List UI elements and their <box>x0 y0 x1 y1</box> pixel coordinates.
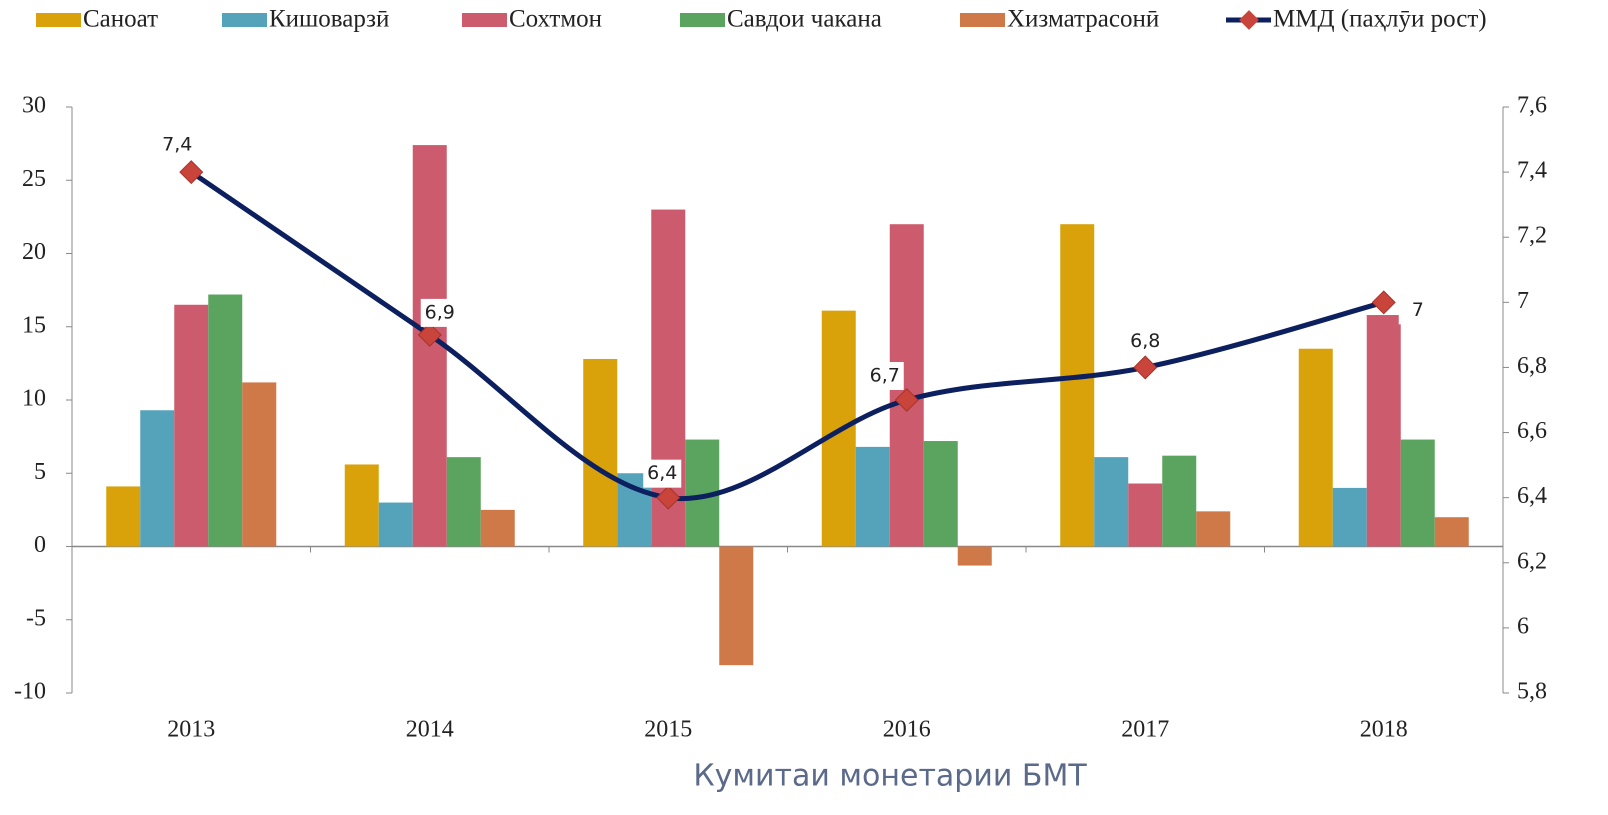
legend-label: ММД (паҳлӯи рост) <box>1273 6 1487 33</box>
bar <box>1298 348 1333 547</box>
source: Кумитаи монетарии БМТ <box>693 759 1087 794</box>
y-tick-label: 30 <box>22 93 46 119</box>
legend-swatch <box>680 13 725 27</box>
value-label-bg <box>865 362 904 390</box>
y-tick-label: 25 <box>22 166 46 192</box>
y2-tick-label: 6,2 <box>1517 548 1547 574</box>
x-tick-label: 2017 <box>1121 717 1169 743</box>
marker <box>656 485 681 510</box>
bar <box>446 457 481 547</box>
legend-swatch <box>36 13 81 27</box>
y-tick-label: 0 <box>34 532 46 558</box>
value-label: 6,9 <box>425 301 455 323</box>
y-tick-label: 5 <box>34 459 46 485</box>
value-label: 6,4 <box>647 462 677 484</box>
bar <box>1094 457 1129 547</box>
value-label-bg <box>420 298 459 327</box>
bar <box>378 502 413 547</box>
marker <box>894 387 919 413</box>
marker <box>1371 290 1396 315</box>
bar <box>1434 517 1469 547</box>
legend-swatch <box>960 13 1005 27</box>
marker <box>1133 355 1158 380</box>
line <box>189 170 1385 502</box>
bar <box>1332 487 1367 547</box>
bar <box>344 464 379 547</box>
y2-tick-label: 6 <box>1517 613 1529 639</box>
bar <box>1196 511 1231 547</box>
legend-label: Савдои чакана <box>727 6 882 33</box>
y-tick-label: 10 <box>22 386 46 412</box>
legend-label: Хизматрасонӣ <box>1007 6 1159 33</box>
y2-tick-label: 7,2 <box>1517 223 1547 249</box>
legend-swatch <box>462 13 507 27</box>
legend-label: Саноат <box>83 6 158 33</box>
x-tick-label: 2018 <box>1360 717 1408 743</box>
y-tick-label: -10 <box>14 679 46 705</box>
legend-swatch <box>222 13 267 27</box>
bar <box>923 441 958 547</box>
y2-tick-label: 7,6 <box>1517 93 1547 119</box>
y2-tick-label: 6,8 <box>1517 353 1547 379</box>
y2-tick-label: 5,8 <box>1517 679 1547 705</box>
bar <box>106 486 141 547</box>
value-label-bg <box>1126 327 1165 356</box>
legend-label: Кишоварзӣ <box>269 6 389 33</box>
value-label: 7 <box>1412 299 1424 321</box>
x-tick-label: 2014 <box>406 717 454 743</box>
bar <box>1162 455 1197 547</box>
value-label-bg <box>1398 296 1437 325</box>
bar <box>1400 439 1435 547</box>
value-label: 6,7 <box>870 365 900 387</box>
value-label-bg <box>158 131 197 160</box>
value-label: 6,8 <box>1130 330 1160 352</box>
y2-tick-label: 6,6 <box>1517 418 1547 444</box>
legend-label: Сохтмон <box>509 6 602 33</box>
y2-tick-label: 7,4 <box>1517 158 1547 184</box>
legend-marker <box>1239 10 1259 30</box>
bar <box>1128 483 1163 547</box>
bar <box>855 446 890 547</box>
bar <box>957 546 992 566</box>
bar <box>208 294 243 547</box>
bar <box>140 410 175 547</box>
bar <box>1060 224 1095 547</box>
x-tick-label: 2016 <box>883 717 931 743</box>
x-tick-label: 2015 <box>644 717 692 743</box>
marker <box>417 322 442 347</box>
bar <box>174 304 209 547</box>
bar <box>242 382 277 547</box>
bar <box>583 358 618 547</box>
y2-tick-label: 7 <box>1517 288 1529 314</box>
bar <box>1366 315 1401 547</box>
y-tick-label: 20 <box>22 239 46 265</box>
marker <box>179 160 204 185</box>
y-tick-label: 15 <box>22 312 46 338</box>
value-label-bg <box>643 459 682 488</box>
y2-tick-label: 6,4 <box>1517 483 1547 509</box>
value-label: 7,4 <box>162 134 192 156</box>
bar <box>719 546 754 666</box>
bar <box>480 509 515 547</box>
x-tick-label: 2013 <box>167 717 215 743</box>
y-tick-label: -5 <box>26 605 46 631</box>
